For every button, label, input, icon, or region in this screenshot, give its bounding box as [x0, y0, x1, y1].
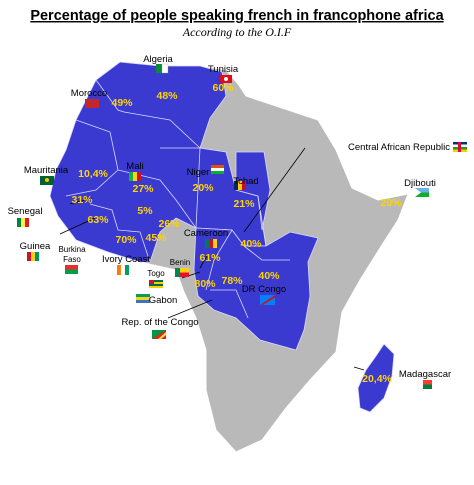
djibouti-flag-icon [415, 188, 429, 197]
madagascar-flag-icon [417, 379, 432, 390]
niger-flag-icon [211, 165, 224, 174]
congo-flag-icon [152, 330, 166, 339]
burkina-faso-flag-icon [65, 265, 78, 274]
country-borders [65, 79, 290, 319]
label-guinea: Guinea [20, 241, 51, 252]
pct-algeria: 48% [156, 90, 178, 102]
algeria-flag-icon [156, 63, 169, 74]
label-car: Central African Republic [348, 142, 450, 153]
label-niger: Niger [187, 167, 210, 178]
car-pointer [243, 147, 306, 233]
label-mauritania: Mauritania [24, 165, 69, 176]
pct-tchad: 21% [233, 198, 255, 210]
pct-togo: 45% [145, 232, 167, 244]
tunisia-flag-icon [220, 75, 232, 83]
togo-flag-icon [149, 280, 163, 288]
mali-flag-icon [129, 172, 141, 181]
pct-cameroon: 61% [199, 252, 221, 264]
label-morocco: Morocco [71, 88, 107, 99]
label-tunisia: Tunisia [208, 64, 239, 75]
pct-burkina: 5% [137, 205, 153, 217]
label-benin: Benin [170, 258, 190, 267]
pct-ivory-coast: 70% [115, 234, 137, 246]
dr-congo-flag-icon [260, 295, 275, 305]
gabon-flag-icon [136, 294, 150, 303]
pct-guinea: 63% [87, 214, 109, 226]
label-cameroon: Cameroon [184, 228, 228, 239]
map-title: Percentage of people speaking french in … [30, 8, 444, 24]
ivory-coast-flag-icon [117, 264, 129, 276]
guinea-pointer [59, 217, 96, 235]
pct-morocco: 49% [111, 97, 133, 109]
pct-niger: 20% [192, 182, 214, 194]
pct-dr-congo: 40% [258, 270, 280, 282]
pct-mali: 27% [132, 183, 154, 195]
pct-madagascar: 20,4% [362, 373, 392, 385]
pct-mauritania: 10,4% [78, 168, 108, 180]
pct-tunisia: 60% [212, 82, 234, 94]
cameroon-flag-icon [205, 239, 217, 248]
madagascar-pointer [353, 366, 365, 371]
label-djibouti: Djibouti [404, 178, 436, 189]
map-subtitle: According to the O.I.F [182, 25, 292, 39]
label-gabon: Gabon [149, 295, 178, 306]
label-ivory-coast: Ivory Coast [102, 254, 150, 265]
label-senegal: Senegal [8, 206, 43, 217]
senegal-flag-icon [17, 218, 29, 227]
car-flag-icon [453, 142, 467, 152]
tchad-flag-icon [234, 181, 246, 190]
label-algeria: Algeria [143, 54, 173, 65]
label-madagascar: Madagascar [399, 369, 451, 380]
senegal-pointer [69, 197, 93, 205]
madagascar-shape [357, 343, 395, 413]
label-tchad: Tchad [233, 176, 258, 187]
pct-djibouti: 20% [380, 197, 402, 209]
pct-congo: 80% [194, 278, 216, 290]
morocco-flag-icon [85, 99, 99, 108]
mauritania-flag-icon [40, 176, 54, 185]
label-burkina: Burkina [58, 245, 86, 254]
congo-pointer [167, 299, 213, 319]
label-faso: Faso [63, 255, 81, 264]
francophone-central-region [193, 227, 319, 351]
pct-senegal: 31% [71, 194, 93, 206]
label-mali: Mali [126, 161, 143, 172]
benin-pointer [199, 253, 209, 269]
pct-car: 40% [240, 238, 262, 250]
guinea-flag-icon [27, 252, 39, 261]
pct-benin: 26% [158, 218, 180, 230]
label-congo: Rep. of the Congo [121, 317, 198, 328]
benin-flag-icon [175, 268, 189, 277]
label-dr-congo: DR Congo [242, 284, 286, 295]
pct-gabon: 78% [221, 275, 243, 287]
label-togo: Togo [147, 269, 165, 278]
